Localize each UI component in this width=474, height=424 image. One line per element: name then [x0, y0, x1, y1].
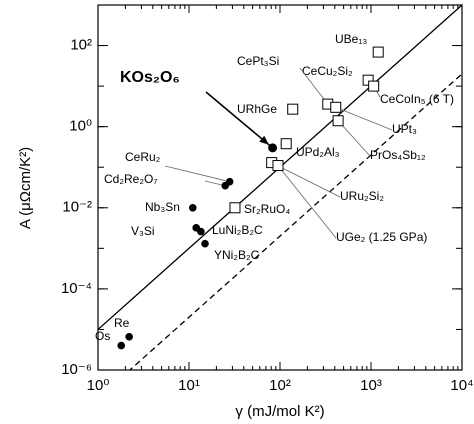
point-label: CeRu₂ [125, 150, 161, 164]
point-label: PrOs₄Sb₁₂ [370, 148, 426, 162]
leader-line [164, 165, 230, 183]
data-point [332, 115, 344, 127]
data-point [117, 341, 126, 350]
data-point [197, 227, 205, 236]
x-tick-label: 10¹ [178, 377, 200, 394]
y-tick-label: 10² [70, 37, 92, 54]
y-tick-label: 10⁻² [62, 199, 92, 216]
point-label: UPt₃ [392, 122, 417, 136]
arrow [205, 91, 274, 149]
x-axis-title: γ (mJ/mol K²) [235, 403, 324, 420]
point-label: CePt₃Si [237, 54, 279, 68]
point-label: Nb₃Sn [145, 200, 180, 214]
y-tick-label: 10⁰ [69, 118, 92, 135]
y-tick-label: 10⁻⁴ [61, 280, 92, 297]
point-label: URu₂Si₂ [340, 189, 384, 203]
point-label: CeCoIn₅ (6 T) [380, 92, 454, 106]
leader-line [277, 165, 337, 239]
point-label: UGe₂ (1.25 GPa) [336, 230, 427, 244]
data-point [372, 46, 384, 58]
x-tick-label: 10⁰ [87, 377, 110, 394]
y-tick-label: 10⁻⁶ [61, 361, 92, 378]
data-point [229, 202, 241, 214]
point-label: V₃Si [131, 224, 155, 238]
x-tick-label: 10² [269, 377, 291, 394]
point-label: CeCu₂Si₂ [302, 64, 353, 78]
point-label: UPd₂Al₃ [296, 145, 340, 159]
point-label: Os [95, 329, 110, 343]
data-point [368, 80, 380, 92]
point-label: UBe₁₃ [335, 32, 367, 46]
data-point [272, 160, 284, 172]
x-tick-label: 10⁴ [450, 377, 473, 394]
data-point [221, 181, 230, 190]
data-point [287, 103, 299, 115]
x-tick-label: 10³ [360, 377, 382, 394]
data-point [125, 332, 133, 341]
point-label: YNi₂B₂C [214, 248, 260, 262]
point-label: Cd₂Re₂O₇ [104, 172, 157, 186]
reference-line [128, 73, 462, 370]
data-point [201, 239, 209, 248]
leader-line [299, 67, 329, 105]
y-axis-title: A (μΩcm/K²) [17, 147, 34, 229]
data-point [188, 203, 197, 212]
leader-line [337, 120, 371, 157]
data-point [268, 143, 278, 153]
point-label: Sr₂RuO₄ [244, 202, 290, 216]
point-label: Re [114, 316, 130, 330]
point-label: KOs₂O₆ [120, 69, 180, 86]
point-label: LuNi₂B₂C [212, 223, 263, 237]
arrow-head [259, 135, 269, 145]
leader-line [335, 106, 393, 131]
plot-frame [97, 4, 463, 371]
data-point [280, 138, 292, 150]
point-label: URhGe [237, 102, 277, 116]
data-point [330, 101, 342, 113]
data-point [362, 74, 374, 86]
